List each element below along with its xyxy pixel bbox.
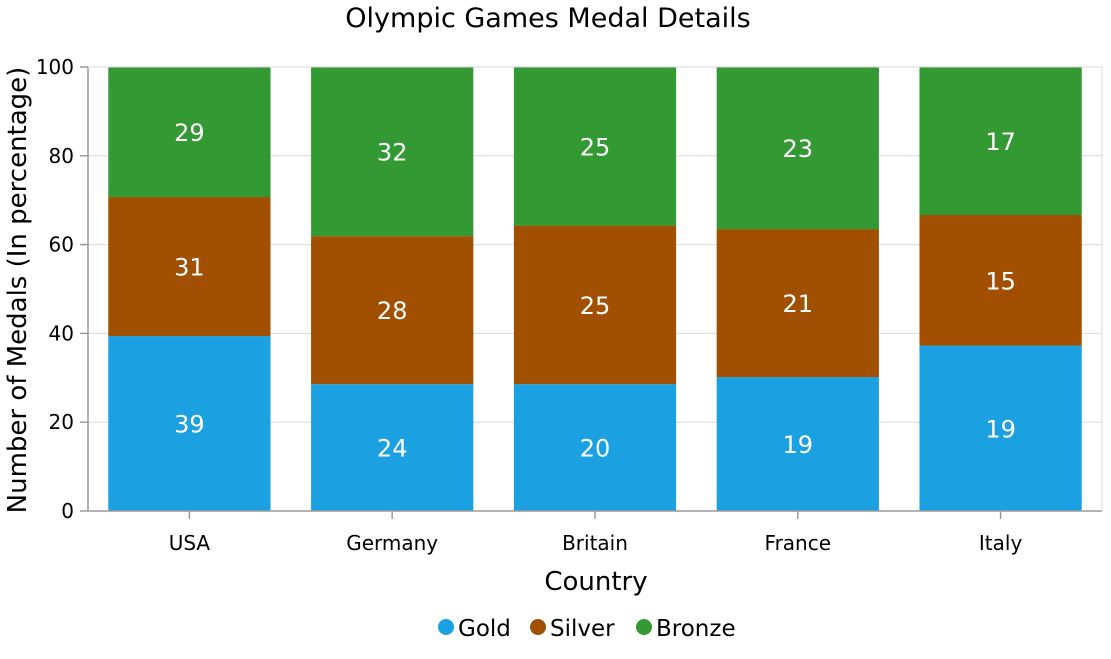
data-label: 19 bbox=[783, 431, 814, 459]
data-label: 32 bbox=[377, 139, 408, 167]
y-tick-label: 40 bbox=[49, 321, 74, 345]
legend-marker bbox=[438, 619, 454, 635]
data-label: 20 bbox=[580, 435, 611, 463]
axes bbox=[87, 66, 1103, 512]
data-label: 29 bbox=[174, 119, 205, 147]
bar-silver-france[interactable] bbox=[716, 229, 879, 378]
legend-item-bronze[interactable]: Bronze bbox=[636, 616, 736, 642]
data-label: 24 bbox=[377, 435, 408, 463]
data-labels: 39 31 29 24 28 32 20 25 25 19 21 23 19 15 17 bbox=[174, 119, 1016, 463]
x-tick-label: USA bbox=[169, 531, 211, 555]
bar-bronze-italy[interactable] bbox=[919, 67, 1082, 215]
data-label: 15 bbox=[985, 267, 1016, 295]
legend-marker bbox=[530, 619, 546, 635]
bar-silver-usa[interactable] bbox=[108, 197, 271, 337]
y-tick-label: 20 bbox=[49, 410, 74, 434]
y-axis-title: Number of Medals (In percentage) bbox=[3, 67, 33, 514]
data-label: 21 bbox=[783, 290, 814, 318]
legend-label: Silver bbox=[550, 616, 615, 642]
x-tick-label: Germany bbox=[346, 531, 438, 555]
legend-label: Bronze bbox=[656, 616, 736, 642]
chart-title: Olympic Games Medal Details bbox=[345, 3, 750, 34]
data-label: 23 bbox=[783, 135, 814, 163]
bar-bronze-britain[interactable] bbox=[513, 67, 677, 226]
bar-silver-germany[interactable] bbox=[311, 236, 474, 385]
data-label: 25 bbox=[580, 292, 611, 320]
data-label: 17 bbox=[985, 128, 1016, 156]
bar-gold-usa[interactable] bbox=[108, 336, 271, 511]
bar-bronze-germany[interactable] bbox=[311, 67, 474, 237]
x-tick-label: Britain bbox=[562, 531, 628, 555]
y-tick-label: 100 bbox=[36, 55, 74, 79]
x-tick-label: Italy bbox=[979, 531, 1023, 555]
x-axis-title: Country bbox=[544, 567, 647, 597]
data-label: 39 bbox=[174, 411, 205, 439]
bar-gold-italy[interactable] bbox=[919, 345, 1082, 511]
legend-label: Gold bbox=[458, 616, 511, 642]
legend-item-gold[interactable]: Gold bbox=[438, 616, 511, 642]
data-label: 31 bbox=[174, 254, 205, 282]
legend: Gold Silver Bronze bbox=[438, 616, 736, 642]
y-tick-label: 80 bbox=[49, 144, 74, 168]
x-tick-label: France bbox=[765, 531, 832, 555]
bar-bronze-france[interactable] bbox=[716, 67, 879, 230]
data-label: 28 bbox=[377, 297, 408, 325]
y-tick-labels: 0 20 40 60 80 100 bbox=[36, 55, 74, 523]
y-tick-label: 60 bbox=[49, 233, 74, 257]
bar-gold-germany[interactable] bbox=[311, 384, 474, 511]
data-label: 19 bbox=[985, 415, 1016, 443]
bar-gold-france[interactable] bbox=[716, 377, 879, 511]
bar-silver-britain[interactable] bbox=[513, 225, 677, 385]
bar-bronze-usa[interactable] bbox=[108, 67, 271, 198]
bar-gold-britain[interactable] bbox=[513, 384, 677, 511]
legend-marker bbox=[636, 619, 652, 635]
y-tick-label: 0 bbox=[61, 499, 74, 523]
legend-item-silver[interactable]: Silver bbox=[530, 616, 615, 642]
bars bbox=[108, 67, 1082, 511]
bar-silver-italy[interactable] bbox=[919, 215, 1082, 346]
data-label: 25 bbox=[580, 133, 611, 161]
x-tick-labels: USA Germany Britain France Italy bbox=[169, 531, 1023, 555]
